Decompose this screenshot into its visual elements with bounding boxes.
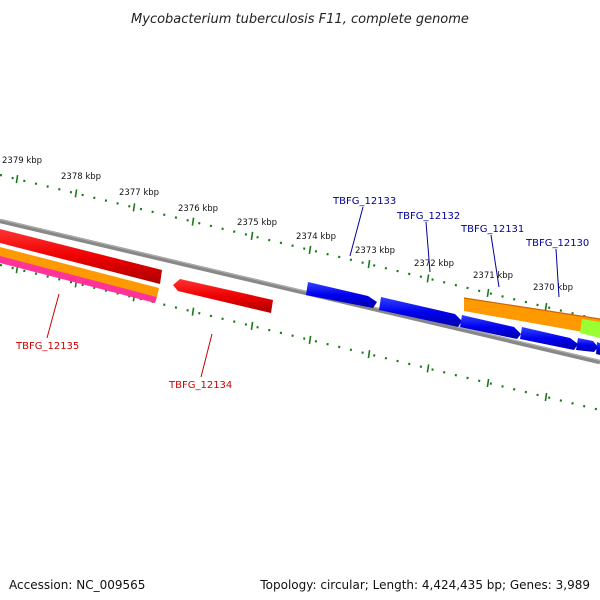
tick-label: 2371 kbp: [473, 271, 513, 281]
tick-label: 2374 kbp: [296, 232, 336, 242]
tick-label: 2377 kbp: [119, 188, 159, 198]
gene-label[interactable]: TBFG_12133: [332, 196, 396, 207]
tick-label: 2372 kbp: [414, 259, 454, 269]
leader-line: [200, 333, 213, 378]
tick-label: 2375 kbp: [237, 218, 277, 228]
features-left: [0, 229, 273, 313]
gene-arrow-forward: [460, 315, 521, 339]
gene-label-leaders: [46, 206, 560, 378]
features-right: [306, 282, 600, 355]
major-tick: [486, 378, 490, 388]
feature-green: [580, 319, 600, 338]
gene-arrow-forward: [306, 282, 377, 308]
backbone-line: [0, 218, 600, 365]
major-tick: [367, 350, 371, 359]
major-tick: [15, 174, 19, 184]
gene-label[interactable]: TBFG_12135: [15, 341, 79, 352]
tick-label: 2378 kbp: [61, 172, 101, 182]
gene-labels: TBFG_12135 TBFG_12134 TBFG_12133 TBFG_12…: [15, 196, 589, 391]
major-tick: [486, 288, 490, 298]
gene-arrow-forward: [576, 338, 598, 352]
backbone-highlight: [0, 219, 600, 361]
major-tick: [132, 203, 136, 212]
leader-line: [349, 206, 364, 257]
genome-summary-text: Topology: circular; Length: 4,424,435 bp…: [260, 578, 590, 592]
map-title: Mycobacterium tuberculosis F11, complete…: [131, 12, 469, 27]
leader-line: [555, 248, 560, 298]
major-tick: [426, 274, 430, 283]
major-tick: [250, 321, 254, 331]
gene-arrow-forward: [379, 297, 462, 327]
gene-arrow-reverse: [173, 279, 273, 313]
tick-label: 2370 kbp: [533, 283, 573, 293]
major-tick: [191, 307, 195, 316]
major-tick: [426, 364, 430, 373]
gene-arrow-reverse: [0, 229, 162, 284]
gene-label[interactable]: TBFG_12131: [460, 224, 524, 235]
major-tick: [74, 189, 78, 198]
feature-orange: [464, 298, 600, 335]
tick-label: 2373 kbp: [355, 246, 395, 256]
feature-orange-edge: [463, 297, 600, 320]
outer-tick-ruler: [0, 173, 600, 322]
major-tick: [250, 231, 254, 241]
major-tick: [308, 245, 312, 255]
major-tick: [308, 335, 312, 345]
leader-line: [490, 234, 500, 288]
major-tick: [544, 302, 548, 312]
gene-label[interactable]: TBFG_12132: [396, 211, 460, 222]
gene-arrow-forward: [520, 327, 578, 350]
gene-label[interactable]: TBFG_12130: [525, 238, 589, 249]
outer-minor-ticks: [0, 173, 600, 322]
gene-arrow-forward: [596, 342, 600, 355]
major-tick: [191, 217, 195, 226]
tick-label: 2379 kbp: [2, 156, 42, 166]
leader-line: [46, 293, 60, 339]
genome-backbone: [0, 218, 600, 365]
major-tick: [544, 392, 548, 402]
feature-pink: [0, 256, 157, 303]
gene-label[interactable]: TBFG_12134: [168, 380, 232, 391]
leader-line: [425, 221, 431, 273]
tick-labels: 2379 kbp 2378 kbp 2377 kbp 2376 kbp 2375…: [2, 156, 573, 293]
tick-label: 2376 kbp: [178, 204, 218, 214]
accession-text: Accession: NC_009565: [9, 578, 146, 592]
major-tick: [367, 260, 371, 269]
feature-orange: [0, 247, 159, 297]
